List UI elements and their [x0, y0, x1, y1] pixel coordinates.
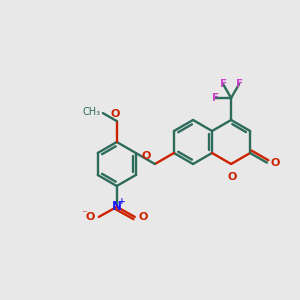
Text: O: O: [227, 172, 237, 182]
Text: F: F: [236, 79, 243, 89]
Text: O: O: [271, 158, 280, 168]
Text: O: O: [85, 212, 95, 222]
Text: ⁻: ⁻: [81, 209, 87, 219]
Text: +: +: [118, 197, 126, 206]
Text: O: O: [139, 212, 148, 222]
Text: O: O: [142, 151, 151, 161]
Text: F: F: [212, 93, 219, 103]
Text: O: O: [110, 109, 119, 119]
Text: CH₃: CH₃: [83, 107, 101, 117]
Text: N: N: [112, 200, 122, 213]
Text: F: F: [220, 79, 227, 89]
